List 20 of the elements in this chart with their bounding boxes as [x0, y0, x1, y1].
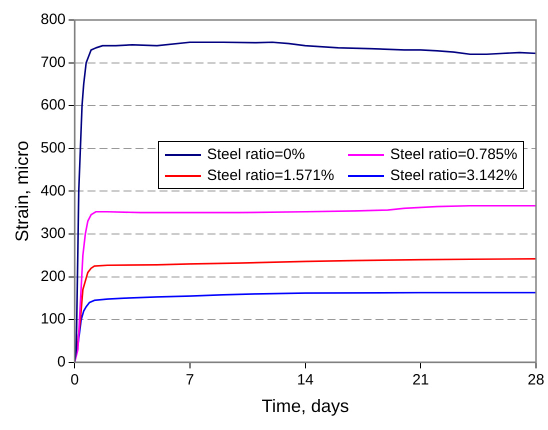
legend-label: Steel ratio=1.571% [207, 166, 334, 186]
y-tick-label: 400 [40, 182, 66, 200]
legend-label: Steel ratio=0.785% [390, 145, 518, 165]
y-tick-label: 300 [40, 225, 66, 242]
legend-label: Steel ratio=3.142% [390, 166, 518, 186]
y-tick-label: 0 [57, 354, 66, 371]
y-tick-label: 500 [40, 140, 66, 157]
x-tick-label: 0 [70, 372, 79, 389]
x-tick-label: 28 [528, 372, 544, 389]
y-tick-label: 200 [40, 268, 66, 285]
x-tick-label: 21 [412, 372, 429, 389]
x-axis-title: Time, days [262, 396, 349, 416]
x-tick-label: 14 [296, 372, 314, 389]
legend-label: Steel ratio=0% [207, 145, 305, 165]
x-tick-label: 7 [186, 372, 194, 389]
y-tick-label: 600 [40, 96, 66, 114]
y-tick-label: 800 [40, 11, 66, 28]
y-tick-label: 100 [40, 310, 66, 328]
y-axis-title: Strain, micro [12, 140, 32, 242]
y-tick-label: 700 [40, 54, 66, 71]
